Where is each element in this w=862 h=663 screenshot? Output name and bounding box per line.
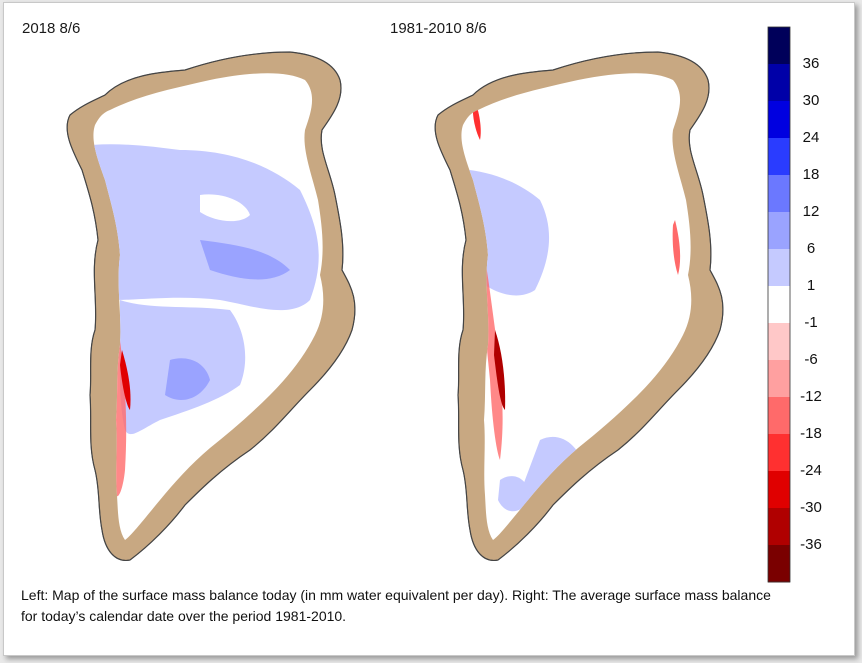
colorbar-tick-label: 24 (802, 129, 820, 146)
colorbar-swatch (768, 360, 790, 398)
colorbar-tick-label: -6 (804, 351, 818, 368)
right-positive-region-north (461, 168, 550, 296)
left-neutral-patch (200, 194, 250, 222)
figure-caption: Left: Map of the surface mass balance to… (21, 587, 771, 624)
colorbar-swatch (768, 212, 790, 250)
right-ablation-west-core (494, 330, 506, 410)
colorbar-tick-label: -30 (800, 499, 822, 516)
colorbar-tick-label: -12 (800, 388, 822, 405)
colorbar-tick-label: 6 (806, 240, 816, 257)
left-ablation-west-core (120, 350, 131, 410)
right-map-title: 1981-2010 8/6 (390, 20, 487, 37)
colorbar-tick-label: 18 (802, 166, 820, 183)
left-map (66, 51, 356, 562)
colorbar-swatch (768, 101, 790, 139)
colorbar-border (767, 26, 791, 583)
colorbar-swatch (768, 27, 790, 65)
colorbar-tick-label: 1 (806, 277, 816, 294)
right-map (434, 51, 724, 562)
colorbar-tick-label: 30 (802, 92, 820, 109)
colorbar-tick-label: -36 (800, 536, 822, 553)
colorbar-tick-label: -24 (800, 462, 822, 479)
colorbar-swatch (768, 323, 790, 361)
colorbar-tick-label: 12 (802, 203, 820, 220)
right-positive-patch (498, 476, 530, 512)
colorbar-swatch (768, 397, 790, 435)
colorbar-swatch (768, 138, 790, 176)
colorbar-tick-label: -1 (804, 314, 818, 331)
left-positive-patch-2 (200, 240, 290, 280)
left-map-title: 2018 8/6 (22, 20, 81, 37)
colorbar-tick-label: 36 (802, 55, 820, 72)
right-ablation-east (672, 220, 681, 275)
colorbar-swatch (768, 471, 790, 509)
colorbar-swatch (768, 434, 790, 472)
colorbar-swatch (768, 175, 790, 213)
colorbar-tick-label: -18 (800, 425, 822, 442)
colorbar (767, 26, 791, 583)
colorbar-swatch (768, 64, 790, 102)
colorbar-swatch (768, 249, 790, 287)
colorbar-swatch (768, 508, 790, 546)
colorbar-swatch (768, 286, 790, 324)
left-positive-patch (165, 358, 210, 400)
colorbar-swatch (768, 545, 790, 583)
